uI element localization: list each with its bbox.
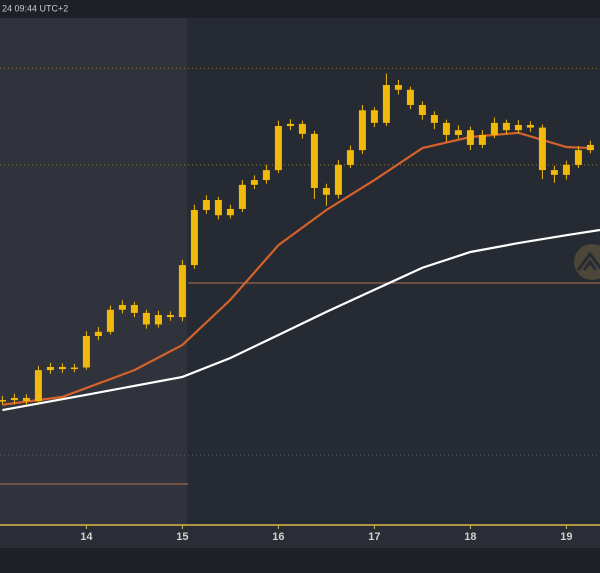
candle-body (34, 370, 42, 402)
candle-body (466, 130, 474, 145)
candle-body (310, 133, 318, 188)
candle-body (490, 122, 498, 135)
candle-body (130, 305, 138, 313)
candle-body (154, 315, 162, 325)
candle-body (574, 150, 582, 165)
candle-body (202, 200, 210, 210)
candle-body (226, 208, 234, 216)
candle-body (178, 265, 186, 318)
candle-body (190, 210, 198, 266)
candle-body (514, 124, 522, 131)
candle-body (478, 134, 486, 145)
candle-body (334, 164, 342, 195)
candle-body (406, 89, 414, 105)
candle-body (586, 144, 594, 151)
candle-body (250, 180, 258, 185)
candle-body (502, 122, 510, 131)
moving-average (2, 228, 600, 412)
candle-body (118, 305, 126, 310)
watermark (574, 244, 600, 280)
candle-body (214, 200, 222, 216)
candle-body (166, 315, 174, 318)
candle-body (370, 110, 378, 123)
candle-body (94, 331, 102, 336)
candle-body (274, 126, 282, 171)
candle-body (418, 105, 426, 115)
candle-body (286, 123, 294, 126)
top-bar (0, 0, 600, 18)
candle-body (526, 124, 534, 128)
candle-body (238, 184, 246, 209)
candle-body (106, 309, 114, 332)
candle-body (10, 397, 18, 401)
candle-body (142, 312, 150, 325)
candle-body (442, 122, 450, 135)
candle-body (70, 367, 78, 370)
session-shade (0, 0, 187, 525)
candle-body (82, 336, 90, 368)
candle-body (46, 366, 54, 371)
x-axis-bar (0, 525, 600, 548)
candle-body (22, 397, 30, 402)
candle-body (358, 110, 366, 151)
x-tick-label: 18 (464, 531, 476, 543)
x-tick-label: 19 (560, 531, 572, 543)
chart-title: 24 09:44 UTC+2 (2, 3, 68, 13)
x-tick-label: 14 (80, 531, 93, 543)
candle-body (562, 164, 570, 175)
candle-body (298, 123, 306, 134)
candle-body (394, 85, 402, 90)
candle-body (322, 187, 330, 195)
candle-body (454, 130, 462, 135)
x-tick-label: 16 (272, 531, 284, 543)
candle-body (538, 127, 546, 171)
candle-body (430, 114, 438, 123)
candle-body (0, 400, 6, 402)
x-tick-label: 17 (368, 531, 380, 543)
candle-body (58, 366, 66, 370)
candle-body (550, 170, 558, 175)
x-tick-label: 15 (176, 531, 188, 543)
candle-body (262, 170, 270, 181)
bottom-bar (0, 548, 600, 573)
candle-body (382, 85, 390, 123)
candle-body (346, 150, 354, 165)
